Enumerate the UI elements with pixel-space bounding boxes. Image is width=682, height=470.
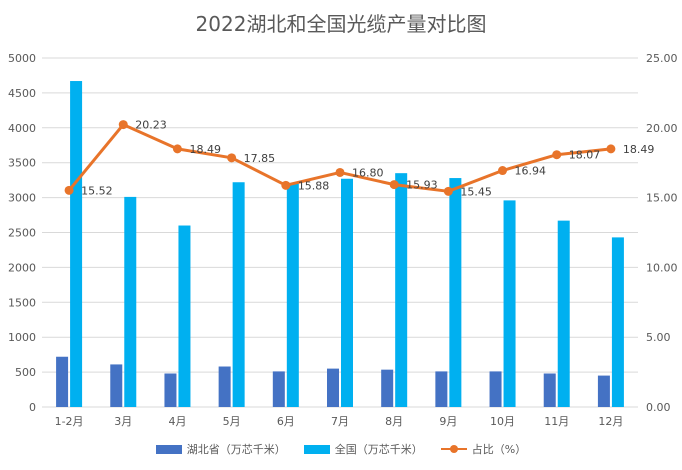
ratio-point xyxy=(64,185,74,195)
bar-hubei xyxy=(543,373,556,407)
legend-label-national: 全国（万芯千米） xyxy=(334,443,423,456)
bar-national xyxy=(232,182,245,407)
x-tick-label: 7月 xyxy=(331,415,349,428)
bar-national xyxy=(341,178,353,407)
ratio-point xyxy=(172,144,182,154)
y-left-tick-label: 2000 xyxy=(8,261,36,274)
ratio-data-label: 18.07 xyxy=(569,149,601,162)
bar-national xyxy=(449,178,462,407)
ratio-data-label: 18.49 xyxy=(623,143,655,156)
bar-hubei xyxy=(272,371,285,407)
legend-swatch-ratio xyxy=(440,444,467,454)
x-tick-label: 8月 xyxy=(385,415,403,428)
ratio-point xyxy=(281,180,291,190)
ratio-data-label: 15.93 xyxy=(406,179,438,192)
y-left-tick-label: 4000 xyxy=(8,122,36,135)
ratio-point xyxy=(335,167,345,177)
bar-national xyxy=(70,81,83,407)
y-right-tick-label: 5.00 xyxy=(646,331,671,344)
ratio-data-label: 16.94 xyxy=(515,165,547,178)
legend-item-national: 全国（万芯千米） xyxy=(303,441,423,457)
legend-item-hubei: 湖北省（万芯千米） xyxy=(155,441,286,457)
bar-national xyxy=(611,237,624,407)
x-tick-label: 12月 xyxy=(598,415,623,428)
y-right-tick-label: 25.00 xyxy=(646,52,678,65)
y-left-tick-label: 500 xyxy=(15,366,36,379)
bar-national xyxy=(503,200,516,407)
bar-national xyxy=(286,183,299,407)
x-tick-label: 10月 xyxy=(490,415,515,428)
ratio-line xyxy=(67,123,612,193)
y-right-tick-label: 15.00 xyxy=(646,192,678,205)
ratio-point xyxy=(443,186,453,196)
bar-national xyxy=(178,225,191,407)
chart-title: 2022湖北和全国光缆产量对比图 xyxy=(195,12,487,36)
bar-national xyxy=(395,173,408,407)
legend-item-ratio: 占比（%） xyxy=(440,441,527,457)
bar-hubei xyxy=(218,366,231,407)
x-tick-label: 5月 xyxy=(223,415,241,428)
ratio-point xyxy=(498,166,508,176)
ratio-point xyxy=(227,153,237,163)
y-right-tick-label: 10.00 xyxy=(646,261,678,274)
bar-national xyxy=(124,196,137,407)
y-left-tick-label: 3000 xyxy=(8,192,36,205)
bar-hubei xyxy=(327,368,339,407)
bar-hubei xyxy=(597,375,610,407)
bar-hubei xyxy=(110,364,123,407)
legend-swatch-hubei xyxy=(155,444,182,454)
ratio-data-label: 15.45 xyxy=(460,185,492,198)
ratio-data-label: 17.85 xyxy=(244,152,275,165)
ratio-data-label: 15.52 xyxy=(81,184,113,197)
ratio-point xyxy=(118,120,128,130)
x-tick-label: 1-2月 xyxy=(55,415,84,428)
ratio-data-label: 15.88 xyxy=(298,179,330,192)
bar-hubei xyxy=(489,371,502,407)
legend-label-hubei: 湖北省（万芯千米） xyxy=(186,443,286,456)
bar-hubei xyxy=(56,356,69,407)
y-left-tick-label: 1000 xyxy=(8,331,36,344)
x-tick-label: 6月 xyxy=(277,415,295,428)
y-left-tick-label: 2500 xyxy=(8,227,36,240)
ratio-point xyxy=(606,144,616,154)
ratio-data-label: 16.80 xyxy=(352,166,384,179)
ratio-data-label: 18.49 xyxy=(189,143,221,156)
y-left-tick-label: 0 xyxy=(29,401,36,414)
x-tick-label: 9月 xyxy=(439,415,457,428)
chart-legend: 湖北省（万芯千米） 全国（万芯千米） 占比（%） xyxy=(0,441,682,457)
legend-label-ratio: 占比（%） xyxy=(471,443,527,456)
bar-hubei xyxy=(381,369,394,407)
x-tick-label: 3月 xyxy=(114,415,132,428)
ratio-point xyxy=(552,150,562,160)
y-left-tick-label: 4500 xyxy=(8,87,36,100)
bar-hubei xyxy=(164,373,177,407)
y-left-tick-label: 3500 xyxy=(8,157,36,170)
y-right-tick-label: 20.00 xyxy=(646,122,678,135)
bar-national xyxy=(557,220,570,407)
x-tick-label: 4月 xyxy=(168,415,186,428)
ratio-point xyxy=(389,180,399,190)
ratio-data-label: 20.23 xyxy=(135,119,167,132)
y-left-tick-label: 5000 xyxy=(8,52,36,65)
x-tick-label: 11月 xyxy=(544,415,569,428)
y-left-tick-label: 1500 xyxy=(8,296,36,309)
legend-swatch-national xyxy=(303,444,330,454)
bar-hubei xyxy=(435,371,448,407)
y-right-tick-label: 0.00 xyxy=(646,401,671,414)
